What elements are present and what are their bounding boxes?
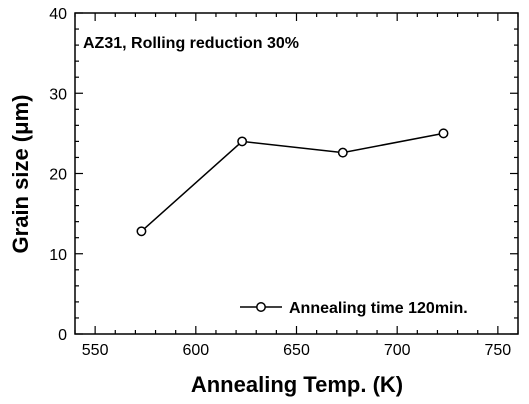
y-tick-label: 30 <box>49 86 67 103</box>
legend-label: Annealing time 120min. <box>289 300 468 317</box>
legend: Annealing time 120min. <box>240 300 468 317</box>
y-axis-label: Grain size (μm) <box>8 95 33 254</box>
data-point <box>136 226 147 237</box>
y-tick-label: 20 <box>49 167 67 184</box>
x-tick-label: 700 <box>384 342 411 359</box>
data-point <box>438 128 449 139</box>
y-tick-label: 10 <box>49 247 67 264</box>
y-tick-label: 0 <box>58 327 67 344</box>
x-tick-label: 550 <box>82 342 109 359</box>
y-tick-label: 40 <box>49 6 67 23</box>
series-layer <box>136 128 449 237</box>
x-axis-label: Annealing Temp. (K) <box>191 372 403 397</box>
x-tick-label: 600 <box>182 342 209 359</box>
plot-frame <box>74 12 519 335</box>
tick-labels: 550 600 650 700 750 0 10 20 30 40 <box>49 6 511 359</box>
data-point <box>237 136 248 147</box>
series-line <box>140 132 444 232</box>
ticks <box>74 12 519 335</box>
data-point <box>337 147 348 158</box>
chart-annotation: AZ31, Rolling reduction 30% <box>83 35 299 52</box>
x-tick-label: 750 <box>485 342 512 359</box>
legend-marker <box>256 302 266 312</box>
x-tick-label: 650 <box>283 342 310 359</box>
